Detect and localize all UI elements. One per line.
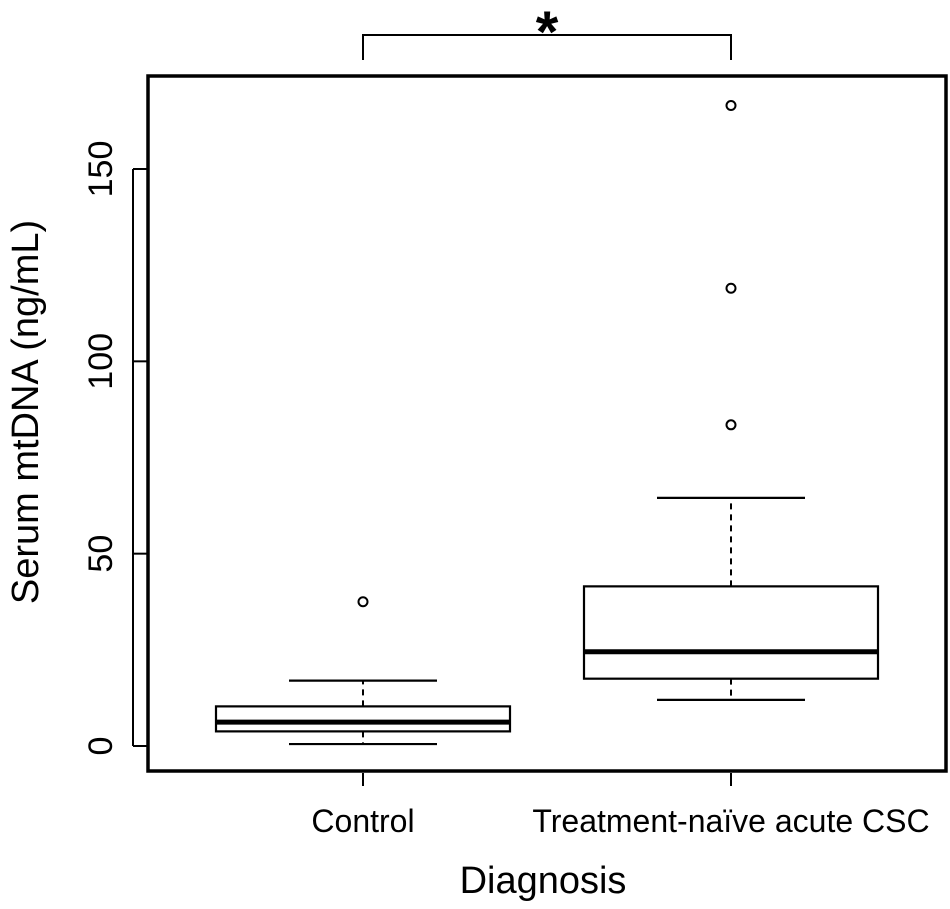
chart-marks: * (214, 0, 880, 746)
outlier-point (725, 419, 737, 431)
x-axis-title: Diagnosis (460, 860, 627, 902)
y-axis-title: Serum mtDNA (ng/mL) (5, 220, 47, 604)
axes: 0 50 100 150 Control Treatment-naïve acute CS… (82, 141, 930, 839)
outlier-point (357, 596, 369, 608)
outlier-point (725, 100, 737, 112)
x-tick-label: Treatment-naïve acute CSC (532, 803, 929, 839)
plot-frame (146, 74, 948, 773)
y-tick-label: 50 (82, 535, 120, 573)
iqr-box (582, 585, 880, 680)
y-tick-label: 150 (82, 141, 120, 198)
significance-star: * (536, 0, 559, 65)
plot-area (146, 74, 948, 773)
significance-bracket (362, 34, 732, 60)
y-tick-label: 0 (82, 737, 120, 756)
iqr-box (214, 705, 512, 733)
y-tick-label: 100 (82, 333, 120, 390)
outlier-point (725, 282, 737, 294)
x-tick-label: Control (311, 803, 414, 839)
